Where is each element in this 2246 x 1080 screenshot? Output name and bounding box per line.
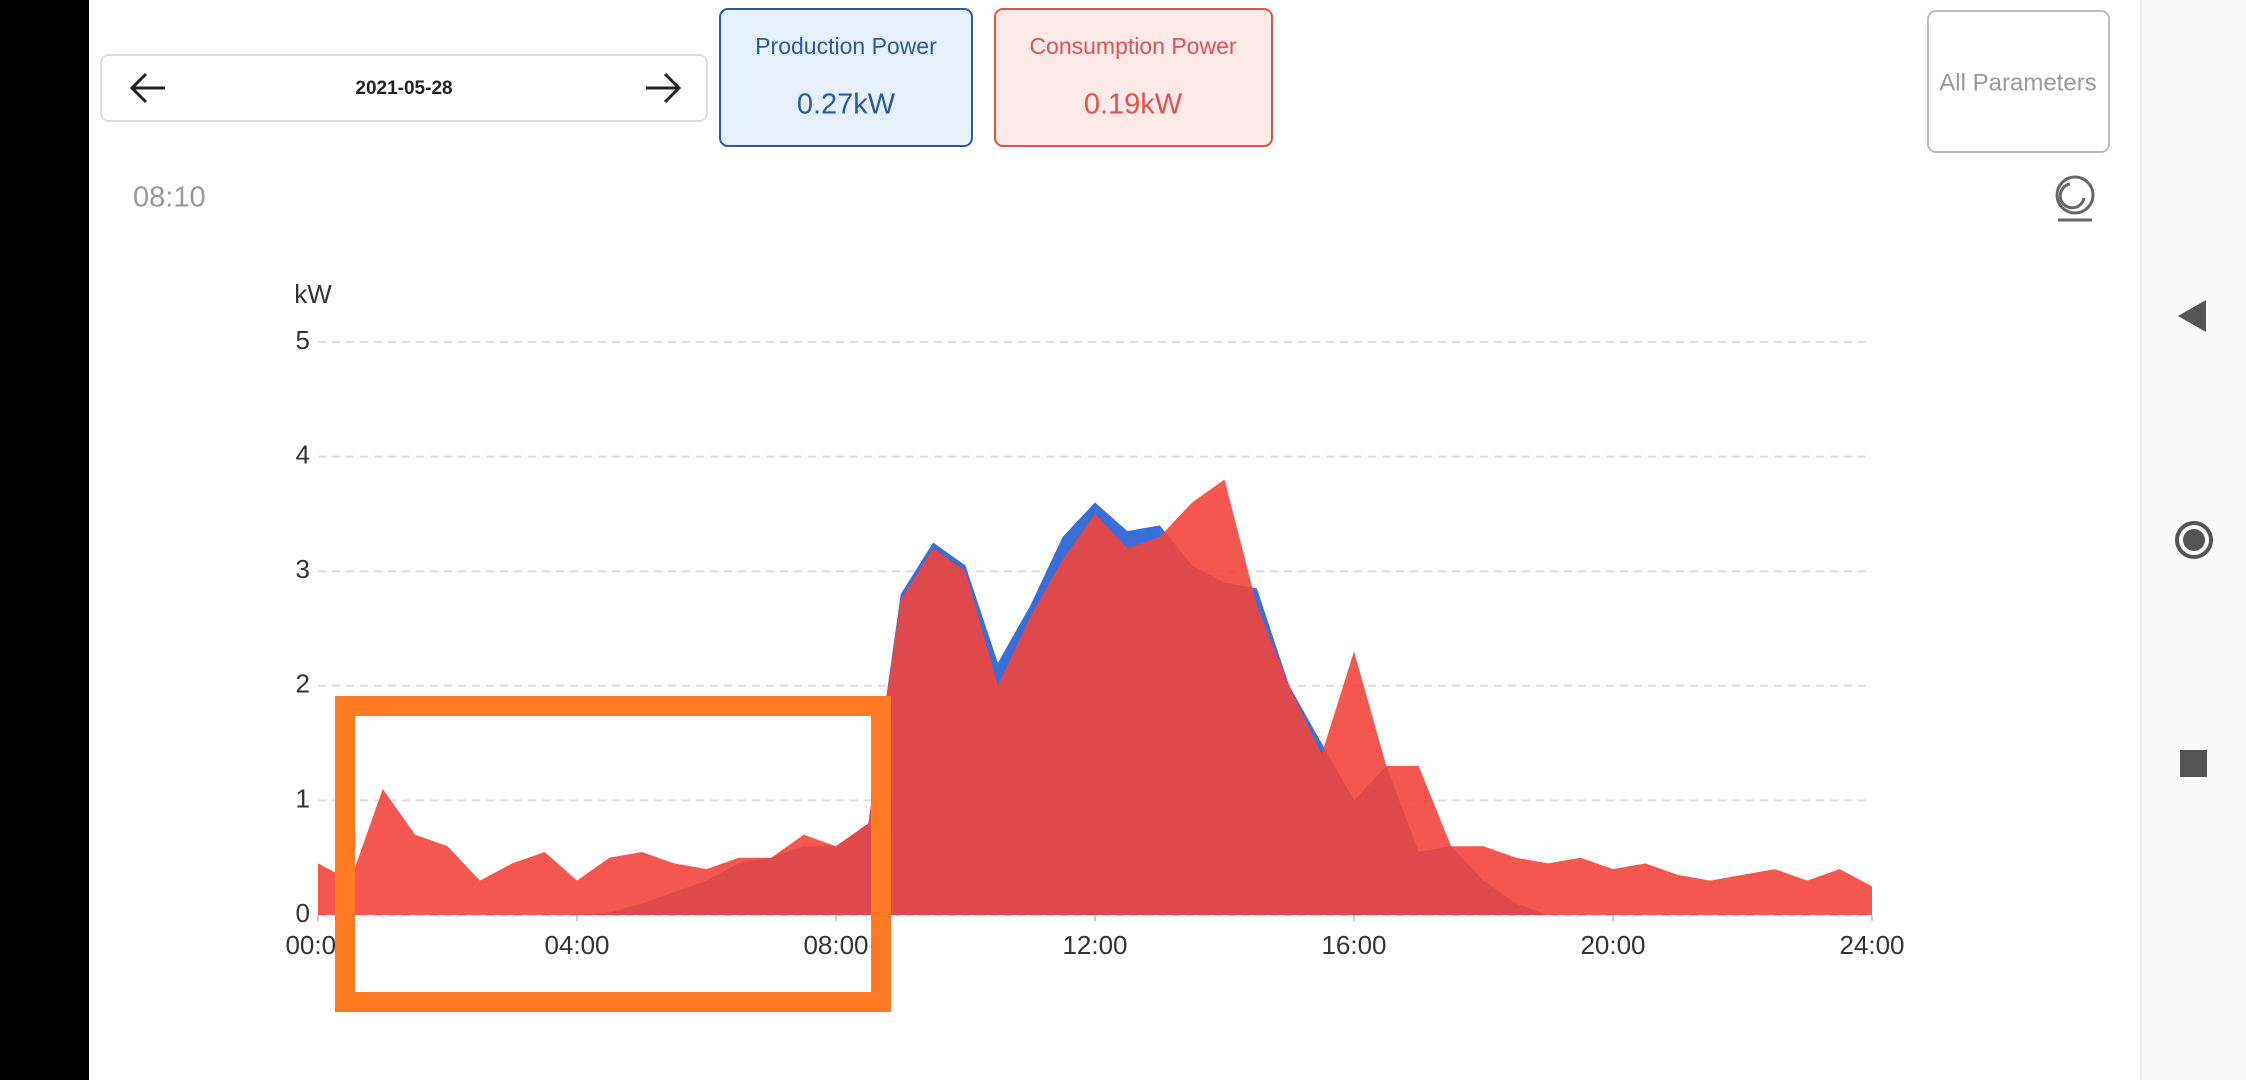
consumption-card[interactable] xyxy=(994,8,1273,147)
y-tick-label: 4 xyxy=(296,439,310,469)
x-tick-label: 16:00 xyxy=(1321,930,1386,960)
card-value: 0.27kW xyxy=(797,89,896,121)
x-tick-label: 04:00 xyxy=(544,930,609,960)
highlight-box xyxy=(335,696,891,1012)
x-tick-label: 20:00 xyxy=(1580,930,1645,960)
card-title: Production Power xyxy=(755,33,937,59)
prev-day[interactable] xyxy=(129,72,165,104)
date: 2021-05-28 xyxy=(355,78,452,99)
icon-moon xyxy=(2058,182,2086,210)
production-card[interactable] xyxy=(719,8,973,147)
x-tick-label: 12:00 xyxy=(1062,930,1127,960)
x-tick-label: 24:00 xyxy=(1839,930,1904,960)
card-title: Consumption Power xyxy=(1029,33,1236,59)
recent-button[interactable] xyxy=(2180,750,2207,777)
button-label: All Parameters xyxy=(1939,69,2096,96)
theme-icon[interactable] xyxy=(2055,175,2095,222)
card-value: 0.19kW xyxy=(1084,89,1183,121)
back-button[interactable] xyxy=(2178,300,2206,332)
y-tick-label: 0 xyxy=(296,898,310,928)
y-tick-label: 5 xyxy=(296,325,310,355)
y-tick-label: 2 xyxy=(296,669,310,699)
home-dot xyxy=(2183,529,2205,551)
home-button[interactable] xyxy=(2175,521,2213,559)
all-parameters-button[interactable] xyxy=(1927,10,2110,153)
left-bar xyxy=(0,0,89,1080)
y-tick-label: 1 xyxy=(296,783,310,813)
y-axis-label: kW xyxy=(294,279,332,309)
x-tick-label: 08:00 xyxy=(803,930,868,960)
y-tick-label: 3 xyxy=(296,554,310,584)
next-day[interactable] xyxy=(646,72,682,104)
icon-circle xyxy=(2055,175,2095,215)
area xyxy=(318,479,1872,915)
time: 08:10 xyxy=(133,182,206,214)
date-box xyxy=(100,54,708,122)
